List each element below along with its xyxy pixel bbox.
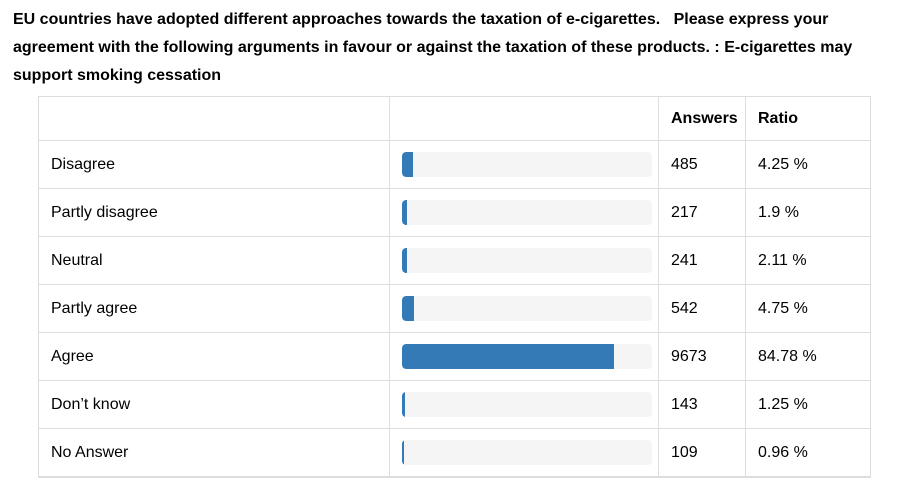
bar-cell	[389, 188, 659, 237]
ratio-value: 1.25 %	[745, 380, 871, 429]
answers-value: 485	[658, 140, 746, 189]
answer-label: Partly agree	[38, 284, 390, 333]
header-ratio: Ratio	[745, 96, 871, 141]
ratio-value: 4.75 %	[745, 284, 871, 333]
answer-label: Partly disagree	[38, 188, 390, 237]
answer-label: Neutral	[38, 236, 390, 285]
bar-cell	[389, 284, 659, 333]
ratio-value: 1.9 %	[745, 188, 871, 237]
table-row: Partly disagree 217 1.9 %	[38, 188, 871, 237]
bar-cell	[389, 332, 659, 381]
answer-label: Agree	[38, 332, 390, 381]
bar-fill	[402, 248, 408, 273]
answer-label: No Answer	[38, 428, 390, 478]
table-row: Partly agree 542 4.75 %	[38, 284, 871, 333]
header-answers: Answers	[658, 96, 746, 141]
table-row: Disagree 485 4.25 %	[38, 140, 871, 189]
answers-value: 9673	[658, 332, 746, 381]
answer-label: Disagree	[38, 140, 390, 189]
ratio-value: 2.11 %	[745, 236, 871, 285]
table-row: Don’t know 143 1.25 %	[38, 380, 871, 429]
bar-track	[402, 392, 652, 417]
bar-cell	[389, 236, 659, 285]
answers-value: 241	[658, 236, 746, 285]
bar-cell	[389, 380, 659, 429]
bar-fill	[402, 392, 406, 417]
bar-cell	[389, 140, 659, 189]
bar-cell	[389, 428, 659, 478]
ratio-value: 84.78 %	[745, 332, 871, 381]
table-row: Agree 9673 84.78 %	[38, 332, 871, 381]
header-label	[38, 96, 390, 141]
table-header-row: Answers Ratio	[38, 96, 871, 141]
ratio-value: 4.25 %	[745, 140, 871, 189]
bar-fill	[402, 296, 414, 321]
bar-track	[402, 440, 652, 465]
ratio-value: 0.96 %	[745, 428, 871, 478]
bar-fill	[402, 440, 405, 465]
bar-fill	[402, 200, 407, 225]
answers-value: 217	[658, 188, 746, 237]
answers-value: 542	[658, 284, 746, 333]
answers-value: 143	[658, 380, 746, 429]
bar-fill	[402, 152, 413, 177]
bar-track	[402, 344, 652, 369]
bar-track	[402, 248, 652, 273]
bar-track	[402, 152, 652, 177]
answers-value: 109	[658, 428, 746, 478]
bar-track	[402, 200, 652, 225]
table-row: No Answer 109 0.96 %	[38, 428, 871, 478]
bar-fill	[402, 344, 614, 369]
answer-label: Don’t know	[38, 380, 390, 429]
bar-track	[402, 296, 652, 321]
header-bar	[389, 96, 659, 141]
question-title: EU countries have adopted different appr…	[13, 11, 857, 84]
table-row: Neutral 241 2.11 %	[38, 236, 871, 285]
results-table: Answers Ratio Disagree 485 4.25 % Partly…	[38, 96, 871, 478]
